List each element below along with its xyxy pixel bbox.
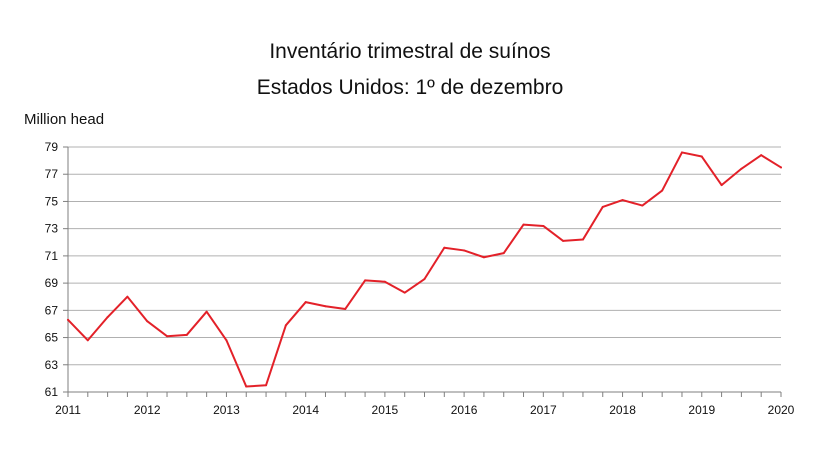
data-point (126, 295, 129, 298)
x-tick-label-2017: 2017 (530, 403, 557, 417)
data-point (86, 339, 89, 342)
data-point (700, 155, 703, 158)
series-line-0 (67, 151, 782, 388)
data-point (680, 151, 683, 154)
data-point (304, 301, 307, 304)
data-point (106, 316, 109, 319)
axes (63, 146, 782, 397)
x-tick-label-2016: 2016 (451, 403, 478, 417)
y-axis-label: Million head (24, 111, 105, 128)
x-tick-label-2012: 2012 (134, 403, 161, 417)
data-point (581, 238, 584, 241)
data-point (423, 278, 426, 281)
y-tick-label-65: 65 (45, 331, 59, 345)
data-point (601, 205, 604, 208)
data-point (720, 184, 723, 187)
data-point (166, 335, 169, 338)
y-tick-labels: 61 63 65 67 69 71 73 75 77 79 (45, 140, 59, 399)
y-tick-label-73: 73 (45, 222, 59, 236)
data-point (621, 199, 624, 202)
data-point (641, 204, 644, 207)
data-point (760, 154, 763, 157)
data-point (780, 166, 782, 169)
x-tick-label-2015: 2015 (372, 403, 399, 417)
y-tick-label-71: 71 (45, 249, 59, 263)
data-point (403, 291, 406, 294)
data-point (265, 384, 268, 387)
x-tick-label-2013: 2013 (213, 403, 240, 417)
data-point (364, 279, 367, 282)
data-point (344, 307, 347, 310)
x-tick-label-2020: 2020 (768, 403, 795, 417)
x-tick-label-2014: 2014 (292, 403, 319, 417)
data-point (284, 324, 287, 327)
y-tick-label-75: 75 (45, 194, 59, 208)
data-point (383, 280, 386, 283)
data-point (205, 310, 208, 313)
data-point (482, 256, 485, 259)
y-tick-label-61: 61 (45, 385, 59, 399)
y-tick-label-63: 63 (45, 358, 59, 372)
data-point (740, 167, 743, 170)
data-point (463, 249, 466, 252)
data-point (562, 239, 565, 242)
data-point (324, 305, 327, 308)
data-point (661, 189, 664, 192)
x-tick-label-2019: 2019 (688, 403, 715, 417)
data-point (185, 333, 188, 336)
data-point (522, 223, 525, 226)
data-point (225, 339, 228, 342)
y-tick-label-79: 79 (45, 140, 59, 154)
chart-title-line-2: Estados Unidos: 1º de dezembro (256, 76, 564, 99)
y-tick-label-77: 77 (45, 167, 59, 181)
x-tick-labels: 2011 2012 2013 2014 2015 2016 2017 2018 2019 2020 (55, 403, 795, 417)
x-tick-label-2011: 2011 (55, 403, 81, 417)
x-tick-label-2018: 2018 (609, 403, 636, 417)
data-point (245, 385, 248, 388)
gridlines (68, 146, 781, 366)
y-tick-label-69: 69 (45, 276, 59, 290)
data-point (67, 318, 69, 321)
series-group (67, 151, 782, 388)
data-point (146, 320, 149, 323)
data-point (542, 224, 545, 227)
data-point (443, 246, 446, 249)
chart-title-line-1: Inventário trimestral de suínos (269, 40, 551, 63)
data-point (502, 252, 505, 255)
y-tick-label-67: 67 (45, 303, 59, 317)
